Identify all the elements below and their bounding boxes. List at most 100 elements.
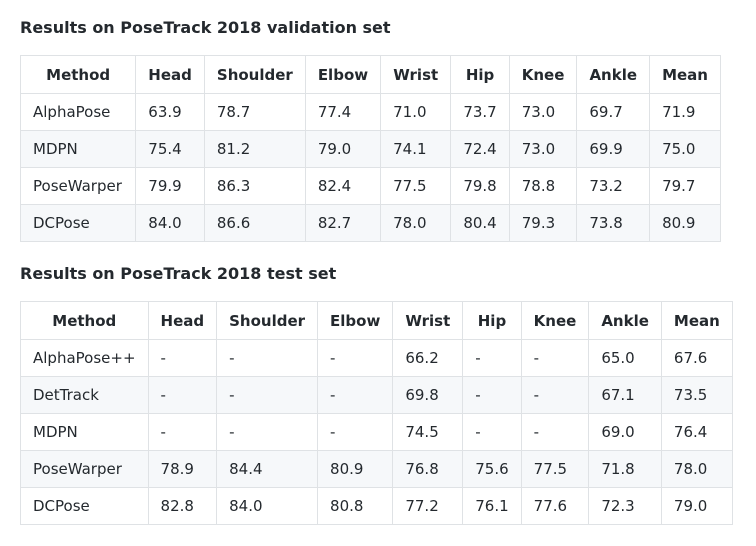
table-row: MDPN 75.4 81.2 79.0 74.1 72.4 73.0 69.9 75.0 — [19, 130, 721, 168]
column-header-wrist: Wrist — [380, 55, 452, 94]
score-cell: - — [520, 413, 590, 451]
validation-results-table: Method Head Shoulder Elbow Wrist Hip Knee Ankle… — [19, 55, 721, 242]
table-row: AlphaPose++ - - -66.2- -65.0 67.6 — [20, 339, 733, 377]
score-cell: 78.8 — [508, 167, 578, 205]
column-header-elbow: Elbow — [317, 301, 394, 340]
column-header-shoulder: Shoulder — [216, 301, 319, 340]
score-cell: 80.4 — [450, 204, 510, 242]
score-cell: 74.5 — [392, 413, 464, 451]
score-cell: 69.7 — [576, 93, 651, 131]
score-cell: 67.1 — [588, 376, 662, 414]
score-cell: 75.4 — [135, 130, 205, 168]
score-cell: 84.4 — [216, 450, 319, 488]
score-cell: - — [317, 413, 394, 451]
score-cell: 73.8 — [576, 204, 651, 242]
test-results-heading: Results on PoseTrack 2018 test set — [20, 264, 337, 283]
score-cell: 78.0 — [380, 204, 452, 242]
score-cell: 76.4 — [660, 413, 733, 451]
column-header-knee: Knee — [520, 301, 590, 340]
score-cell: - — [147, 376, 218, 414]
score-cell: - — [462, 413, 522, 451]
column-header-elbow: Elbow — [304, 55, 382, 94]
score-cell: 79.9 — [135, 167, 205, 205]
score-cell: 82.8 — [147, 487, 218, 525]
score-cell: 77.4 — [304, 93, 382, 131]
method-cell: DetTrack — [20, 376, 149, 414]
method-cell: AlphaPose++ — [20, 339, 149, 377]
method-cell: AlphaPose — [19, 93, 137, 131]
score-cell: 78.7 — [203, 93, 306, 131]
table-row: AlphaPose 63.9 78.7 77.4 71.0 73.7 73.0 69.7 71.… — [19, 93, 721, 131]
column-header-shoulder: Shoulder — [203, 55, 306, 94]
column-header-knee: Knee — [508, 55, 578, 94]
table-row: PoseWarper 78.9 84.4 80.9 76.8 75.6 77.5 71.8 78… — [20, 450, 733, 488]
method-cell: PoseWarper — [20, 450, 149, 488]
column-header-hip: Hip — [462, 301, 522, 340]
method-cell: DCPose — [20, 487, 149, 525]
column-header-method: Method — [20, 301, 149, 340]
column-header-wrist: Wrist — [392, 301, 464, 340]
column-header-mean: Mean — [660, 301, 733, 340]
score-cell: 82.7 — [304, 204, 382, 242]
score-cell: 77.5 — [380, 167, 452, 205]
score-cell: 69.9 — [576, 130, 651, 168]
score-cell: 77.2 — [392, 487, 464, 525]
score-cell: - — [317, 339, 394, 377]
score-cell: 86.6 — [203, 204, 306, 242]
method-cell: DCPose — [19, 204, 137, 242]
table-row: PoseWarper 79.9 86.3 82.4 77.5 79.8 78.8 73.2 79… — [19, 167, 721, 205]
score-cell: 71.8 — [588, 450, 662, 488]
score-cell: - — [520, 339, 590, 377]
score-cell: 67.6 — [660, 339, 733, 377]
score-cell: 86.3 — [203, 167, 306, 205]
score-cell: - — [216, 413, 319, 451]
score-cell: 63.9 — [135, 93, 205, 131]
column-header-mean: Mean — [649, 55, 721, 94]
table-header-row: Method Head Shoulder Elbow Wrist Hip Knee Ankle… — [19, 55, 721, 94]
score-cell: 80.9 — [649, 204, 721, 242]
score-cell: 65.0 — [588, 339, 662, 377]
score-cell: - — [317, 376, 394, 414]
table-row: DCPose 84.0 86.6 82.7 78.0 80.4 79.3 73.8 80.9 — [19, 204, 721, 242]
score-cell: 66.2 — [392, 339, 464, 377]
table-row: DetTrack - - -69.8- -67.1 73.5 — [20, 376, 733, 414]
score-cell: 76.1 — [462, 487, 522, 525]
column-header-hip: Hip — [450, 55, 510, 94]
score-cell: - — [520, 376, 590, 414]
score-cell: 79.0 — [660, 487, 733, 525]
score-cell: - — [216, 376, 319, 414]
score-cell: - — [147, 339, 218, 377]
method-cell: MDPN — [20, 413, 149, 451]
column-header-ankle: Ankle — [576, 55, 651, 94]
score-cell: 73.5 — [660, 376, 733, 414]
table-header-row: Method Head Shoulder Elbow Wrist Hip Knee Ankle… — [20, 301, 733, 340]
score-cell: 84.0 — [216, 487, 319, 525]
score-cell: 72.3 — [588, 487, 662, 525]
score-cell: 84.0 — [135, 204, 205, 242]
score-cell: 73.2 — [576, 167, 651, 205]
method-cell: PoseWarper — [19, 167, 137, 205]
score-cell: 73.0 — [508, 130, 578, 168]
score-cell: 73.7 — [450, 93, 510, 131]
score-cell: 77.6 — [520, 487, 590, 525]
score-cell: 79.8 — [450, 167, 510, 205]
score-cell: 79.0 — [304, 130, 382, 168]
score-cell: 75.0 — [649, 130, 721, 168]
score-cell: 71.0 — [380, 93, 452, 131]
score-cell: 77.5 — [520, 450, 590, 488]
score-cell: 72.4 — [450, 130, 510, 168]
score-cell: 71.9 — [649, 93, 721, 131]
score-cell: - — [462, 339, 522, 377]
score-cell: 69.0 — [588, 413, 662, 451]
test-results-table: Method Head Shoulder Elbow Wrist Hip Knee Ankle… — [20, 301, 733, 525]
table-row: DCPose 82.8 84.0 80.8 77.2 76.1 77.6 72.3 79.0 — [20, 487, 733, 525]
score-cell: 78.0 — [660, 450, 733, 488]
score-cell: 73.0 — [508, 93, 578, 131]
method-cell: MDPN — [19, 130, 137, 168]
score-cell: 76.8 — [392, 450, 464, 488]
score-cell: 75.6 — [462, 450, 522, 488]
table-row: MDPN - - -74.5- -69.0 76.4 — [20, 413, 733, 451]
validation-results-heading: Results on PoseTrack 2018 validation set — [20, 18, 391, 37]
score-cell: - — [216, 339, 319, 377]
score-cell: - — [147, 413, 218, 451]
